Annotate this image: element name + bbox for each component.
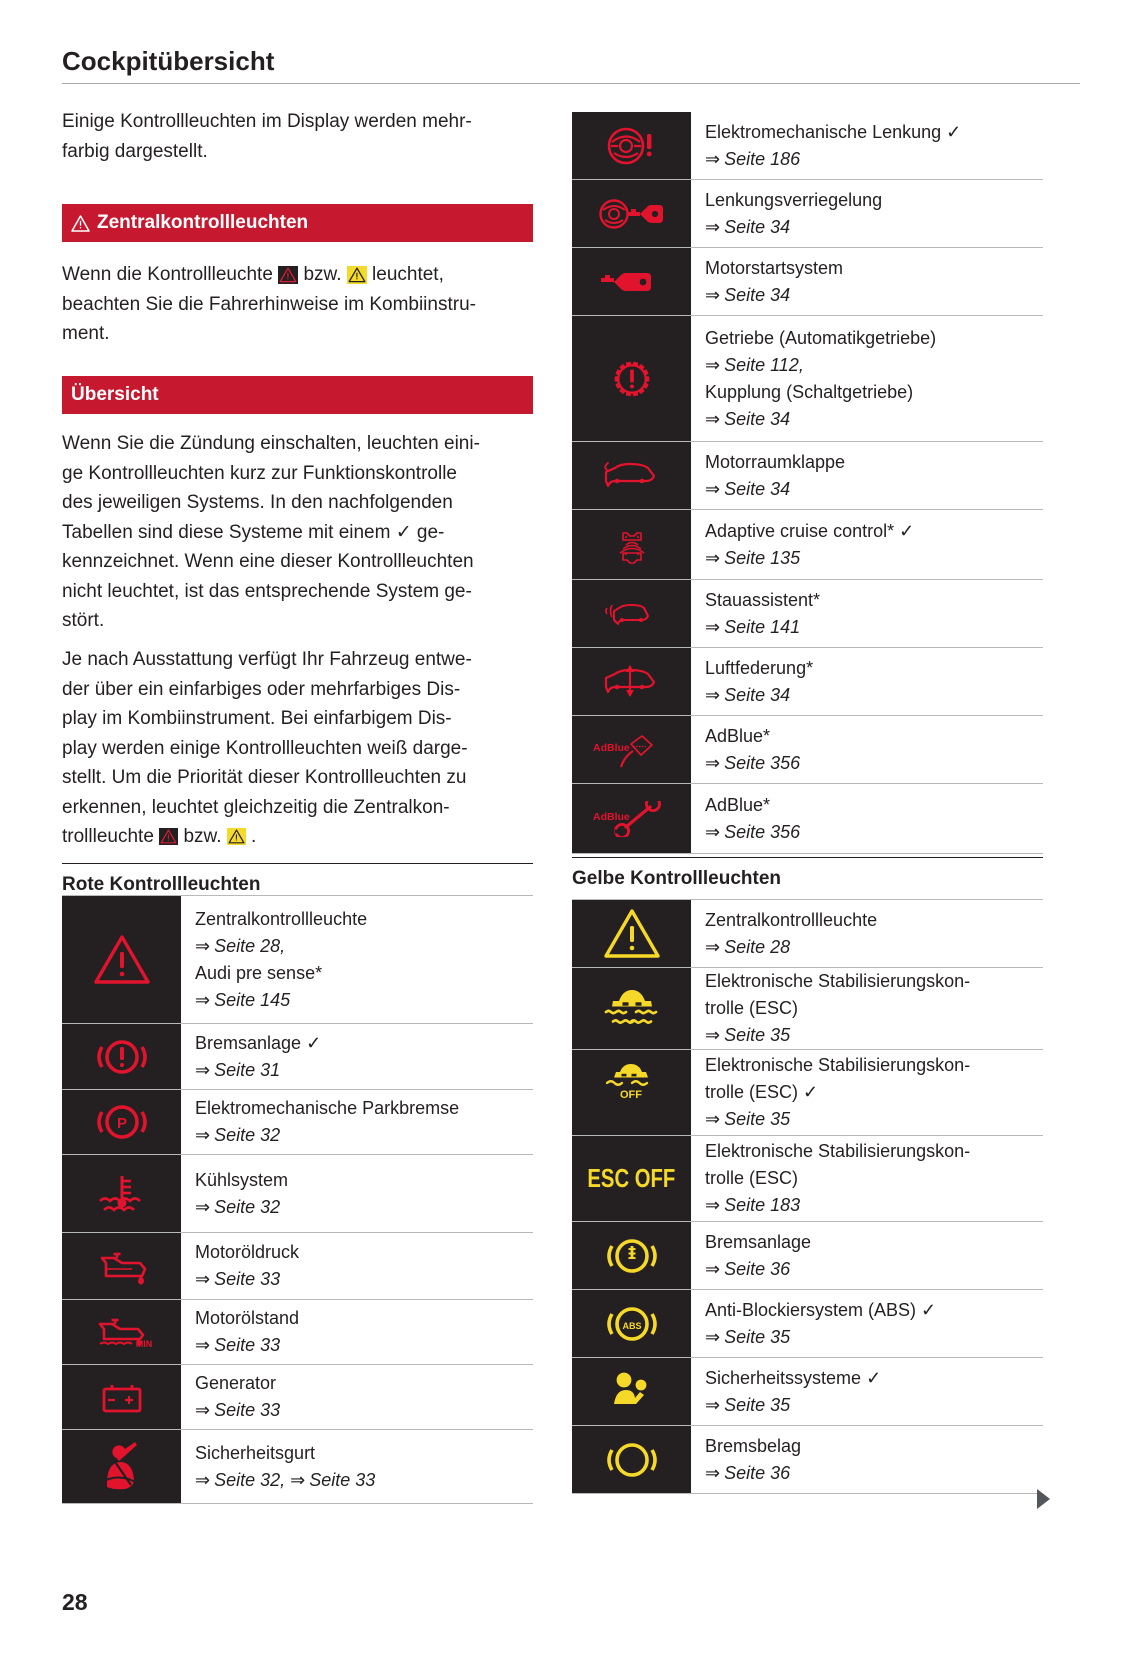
svg-text:ABS: ABS [622,1321,641,1331]
svg-text:AdBlue: AdBlue [593,811,630,823]
svg-text:MIN: MIN [135,1339,151,1349]
svg-text:AdBlue: AdBlue [593,742,630,754]
svg-text:OFF: OFF [620,1089,642,1101]
svg-text:P: P [116,1115,126,1132]
